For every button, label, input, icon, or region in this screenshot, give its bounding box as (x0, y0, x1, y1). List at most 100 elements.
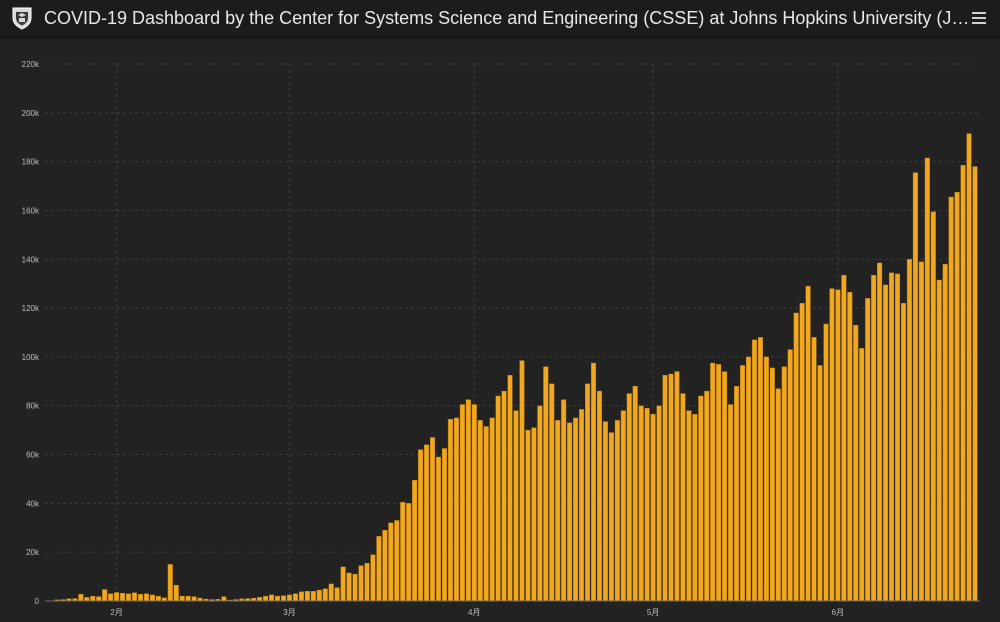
bar[interactable] (889, 272, 895, 602)
bar[interactable] (704, 390, 710, 602)
bar[interactable] (841, 274, 847, 602)
bar[interactable] (596, 390, 602, 602)
bar[interactable] (883, 284, 889, 602)
bar[interactable] (418, 449, 424, 602)
bar[interactable] (573, 417, 579, 602)
bar[interactable] (799, 303, 805, 602)
bar[interactable] (722, 371, 728, 602)
bar[interactable] (650, 414, 656, 602)
bar[interactable] (459, 404, 465, 602)
bar[interactable] (734, 386, 740, 602)
bar[interactable] (590, 362, 597, 602)
bar[interactable] (304, 591, 310, 602)
bar[interactable] (614, 420, 620, 602)
bar[interactable] (811, 337, 817, 602)
bar[interactable] (751, 339, 757, 602)
bar[interactable] (78, 593, 84, 602)
bar[interactable] (555, 420, 561, 602)
bar[interactable] (638, 405, 644, 602)
bar[interactable] (465, 399, 471, 602)
bar[interactable] (942, 263, 948, 602)
bar[interactable] (376, 536, 382, 602)
bar[interactable] (972, 166, 978, 602)
bar[interactable] (96, 596, 102, 602)
bar[interactable] (757, 337, 763, 602)
bar[interactable] (519, 360, 525, 602)
bar[interactable] (805, 285, 811, 602)
bar[interactable] (847, 292, 853, 602)
bar[interactable] (817, 365, 823, 602)
bar[interactable] (823, 323, 829, 602)
bar[interactable] (579, 409, 585, 602)
bar[interactable] (543, 366, 549, 602)
bar[interactable] (763, 356, 769, 602)
bar[interactable] (441, 448, 447, 602)
bar[interactable] (388, 522, 394, 602)
bar[interactable] (90, 595, 96, 602)
bar[interactable] (257, 597, 263, 602)
bar[interactable] (966, 133, 972, 602)
bar[interactable] (716, 364, 722, 602)
bar[interactable] (918, 261, 924, 602)
bar[interactable] (728, 404, 734, 602)
bar[interactable] (829, 288, 835, 602)
bar[interactable] (602, 421, 608, 602)
bar[interactable] (126, 593, 132, 602)
bar[interactable] (394, 520, 400, 602)
bar[interactable] (698, 395, 704, 602)
bar[interactable] (400, 501, 406, 602)
bar[interactable] (930, 211, 936, 602)
bar[interactable] (549, 383, 555, 602)
bar[interactable] (143, 593, 149, 602)
bar[interactable] (662, 375, 668, 602)
bar[interactable] (102, 589, 108, 602)
bar[interactable] (513, 410, 519, 602)
bar[interactable] (328, 583, 334, 602)
bar[interactable] (608, 432, 614, 602)
bar[interactable] (960, 165, 966, 602)
bar[interactable] (286, 594, 293, 602)
bar[interactable] (280, 595, 287, 602)
bar[interactable] (787, 349, 793, 602)
bar[interactable] (626, 393, 632, 602)
bar[interactable] (668, 373, 674, 602)
bar[interactable] (155, 595, 161, 602)
bar[interactable] (877, 262, 883, 602)
bar[interactable] (412, 479, 418, 602)
bar[interactable] (489, 417, 495, 602)
bar[interactable] (865, 298, 871, 602)
bar[interactable] (674, 371, 680, 602)
bar[interactable] (537, 405, 543, 602)
bar[interactable] (346, 572, 352, 602)
bar[interactable] (745, 356, 752, 602)
bar[interactable] (781, 366, 787, 602)
bar[interactable] (275, 595, 281, 602)
bar[interactable] (525, 429, 531, 602)
bar[interactable] (382, 530, 388, 602)
bar[interactable] (447, 418, 453, 602)
bar[interactable] (191, 596, 197, 602)
bar[interactable] (871, 274, 877, 602)
bar[interactable] (316, 589, 322, 602)
bar[interactable] (775, 388, 781, 602)
bar[interactable] (471, 404, 477, 602)
bar[interactable] (912, 172, 918, 602)
bar[interactable] (185, 595, 191, 602)
bar[interactable] (936, 279, 942, 602)
bar[interactable] (692, 414, 698, 602)
bar[interactable] (435, 456, 442, 602)
bar[interactable] (221, 596, 227, 602)
bar[interactable] (620, 410, 626, 602)
bar[interactable] (364, 562, 370, 602)
bar[interactable] (352, 573, 358, 602)
hamburger-menu-icon[interactable] (966, 5, 992, 31)
bar[interactable] (853, 324, 859, 602)
bar[interactable] (310, 591, 316, 602)
bar[interactable] (453, 417, 459, 602)
bar[interactable] (632, 386, 638, 602)
bar[interactable] (84, 597, 90, 602)
bar[interactable] (894, 273, 901, 602)
bar[interactable] (501, 390, 507, 602)
bar[interactable] (477, 420, 483, 602)
bar[interactable] (149, 594, 155, 602)
